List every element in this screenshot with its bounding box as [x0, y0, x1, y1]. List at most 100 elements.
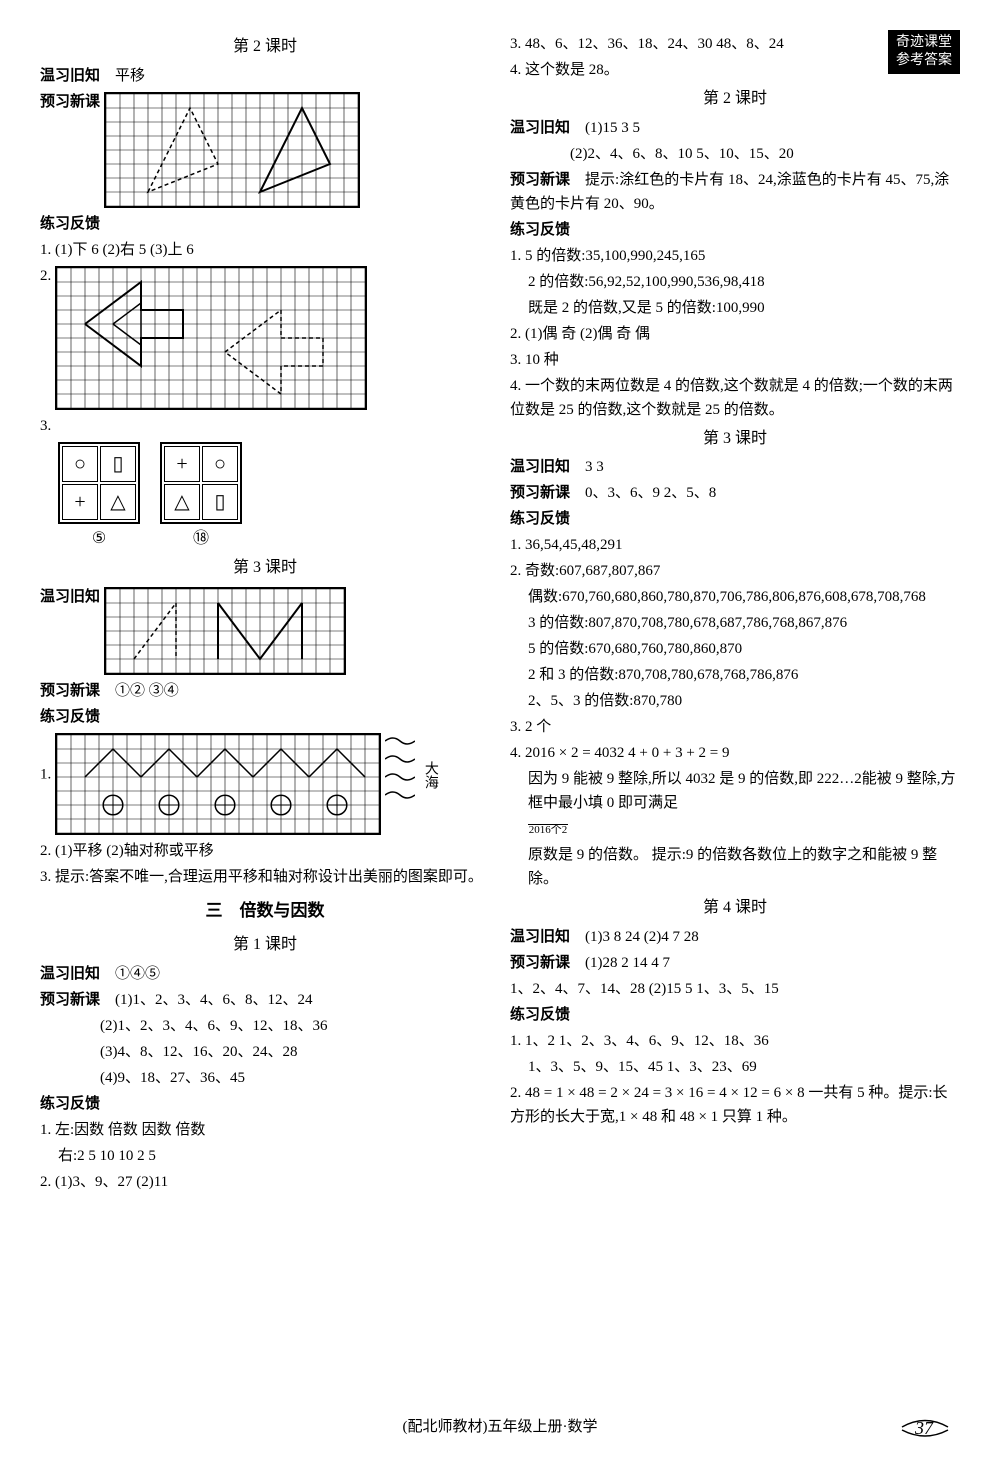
badge-line1: 奇迹课堂	[896, 34, 952, 52]
r-p1c: 既是 2 的倍数,又是 5 的倍数:100,990	[528, 296, 960, 320]
shape-label-a: ⑤	[58, 526, 140, 552]
grid-diagram-4	[55, 733, 381, 835]
r-p4: 4. 一个数的末两位数是 4 的倍数,这个数就是 4 的倍数;一个数的末两位数是…	[510, 374, 960, 422]
r-l3-p3: 3. 2 个	[510, 715, 960, 739]
u3-preview-2: (2)1、2、3、4、6、9、12、18、36	[100, 1014, 490, 1038]
sea-waves	[385, 799, 419, 815]
shape-b: +○ △▯ ⑱	[160, 442, 242, 552]
r-l4-preview-label: 预习新课	[510, 955, 570, 971]
r-review-row: 温习旧知 (1)15 3 5	[510, 116, 960, 140]
grid-diagram-3	[104, 587, 346, 675]
l3-p3: 3. 提示:答案不唯一,合理运用平移和轴对称设计出美丽的图案即可。	[40, 865, 490, 889]
r-l4-p1b: 1、3、5、9、15、45 1、3、23、69	[528, 1055, 960, 1079]
u3-p1b: 右:2 5 10 10 2 5	[58, 1144, 490, 1168]
p2: 2.	[40, 268, 51, 284]
shape-a: ○▯ +△ ⑤	[58, 442, 140, 552]
footer: (配北师教材)五年级上册·数学	[0, 1415, 1000, 1439]
r-p1b: 2 的倍数:56,92,52,100,990,536,98,418	[528, 270, 960, 294]
r-l3-review-row: 温习旧知 3 3	[510, 455, 960, 479]
u3-p2: 2. (1)3、9、27 (2)11	[40, 1170, 490, 1194]
shape-grid-b: +○ △▯	[160, 442, 242, 524]
r-lesson4-title: 第 4 课时	[510, 895, 960, 921]
shape-label-b: ⑱	[160, 526, 242, 552]
u3-preview-1: (1)1、2、3、4、6、8、12、24	[115, 992, 313, 1008]
review-label: 温习旧知	[40, 68, 100, 84]
page-content: 第 2 课时 温习旧知 平移 预习新课 练习反馈 1. (1)下 6 (2)右 …	[0, 0, 1000, 1256]
r-l3-p4c: 2016个2	[528, 817, 960, 841]
r-review-2: (2)2、4、6、8、10 5、10、15、20	[570, 142, 960, 166]
r-review-1: (1)15 3 5	[585, 120, 640, 136]
r-l3-review-label: 温习旧知	[510, 459, 570, 475]
l3-p2: 2. (1)平移 (2)轴对称或平移	[40, 839, 490, 863]
r-preview-text: 提示:涂红色的卡片有 18、24,涂蓝色的卡片有 45、75,涂黄色的卡片有 2…	[510, 172, 949, 212]
lesson2-title: 第 2 课时	[40, 34, 490, 60]
u3-review-label: 温习旧知	[40, 966, 100, 982]
r-l3-p2d: 5 的倍数:670,680,760,780,860,870	[528, 637, 960, 661]
r-l3-p2c: 3 的倍数:807,870,708,780,678,687,786,768,86…	[528, 611, 960, 635]
r-l3-p2e: 2 和 3 的倍数:870,708,780,678,768,786,876	[528, 663, 960, 687]
r-l4-preview-2: 1、2、4、7、14、28 (2)15 5 1、3、5、15	[510, 977, 960, 1001]
r-l3-p2b: 偶数:670,760,680,860,780,870,706,786,806,8…	[528, 585, 960, 609]
r-review-label: 温习旧知	[510, 120, 570, 136]
l3-practice-label: 练习反馈	[40, 705, 490, 729]
r-l3-p4b: 因为 9 能被 9 整除,所以 4032 是 9 的倍数,即 222…2能被 9…	[528, 767, 960, 815]
grid-diagram-2	[55, 266, 367, 410]
r-l3-practice-label: 练习反馈	[510, 507, 960, 531]
r-l4-review-text: (1)3 8 24 (2)4 7 28	[585, 929, 699, 945]
r-p3: 3. 10 种	[510, 348, 960, 372]
r-preview-row: 预习新课 提示:涂红色的卡片有 18、24,涂蓝色的卡片有 45、75,涂黄色的…	[510, 168, 960, 216]
pagenum-text: 37	[915, 1414, 933, 1443]
r-l3-preview-row: 预习新课 0、3、6、9 2、5、8	[510, 481, 960, 505]
r-l4-preview-1: (1)28 2 14 4 7	[585, 955, 670, 971]
u3-lesson1-title: 第 1 课时	[40, 932, 490, 958]
p3: 3.	[40, 418, 51, 434]
l3-preview-text: ①② ③④	[115, 683, 179, 699]
lesson3-title: 第 3 课时	[40, 555, 490, 581]
u3-preview-4: (4)9、18、27、36、45	[100, 1066, 490, 1090]
r-l3-p1: 1. 36,54,45,48,291	[510, 533, 960, 557]
p2-row: 2.	[40, 264, 490, 412]
answer-badge: 奇迹课堂 参考答案	[888, 30, 960, 74]
l3-review-label: 温习旧知	[40, 589, 100, 605]
r-practice-label: 练习反馈	[510, 218, 960, 242]
shape-grid-a: ○▯ +△	[58, 442, 140, 524]
r-l3-review-text: 3 3	[585, 459, 604, 475]
p3-row: 3. ○▯ +△ ⑤ +○ △▯ ⑱	[40, 414, 490, 552]
p1: 1. (1)下 6 (2)右 5 (3)上 6	[40, 238, 490, 262]
badge-line2: 参考答案	[896, 52, 952, 70]
r-l3-preview-text: 0、3、6、9 2、5、8	[585, 485, 716, 501]
r-p1a: 1. 5 的倍数:35,100,990,245,165	[510, 244, 960, 268]
r-lesson3-title: 第 3 课时	[510, 426, 960, 452]
sea-label: 大海	[419, 761, 441, 789]
shapes-row: ○▯ +△ ⑤ +○ △▯ ⑱	[58, 442, 490, 552]
r-l4-practice-label: 练习反馈	[510, 1003, 960, 1027]
u3-preview-row: 预习新课 (1)1、2、3、4、6、8、12、24	[40, 988, 490, 1012]
l3-preview-row: 预习新课 ①② ③④	[40, 679, 490, 703]
u3-preview-label: 预习新课	[40, 992, 100, 1008]
r-l4-review-label: 温习旧知	[510, 929, 570, 945]
r-lesson2-title: 第 2 课时	[510, 86, 960, 112]
r-l4-review-row: 温习旧知 (1)3 8 24 (2)4 7 28	[510, 925, 960, 949]
grid-diagram-1	[104, 92, 360, 208]
r-preview-label: 预习新课	[510, 172, 570, 188]
r-l4-preview-row: 预习新课 (1)28 2 14 4 7	[510, 951, 960, 975]
r-l4-p2: 2. 48 = 1 × 48 = 2 × 24 = 3 × 16 = 4 × 1…	[510, 1081, 960, 1129]
unit3-title: 三 倍数与因数	[40, 897, 490, 924]
u3-preview-3: (3)4、8、12、16、20、24、28	[100, 1040, 490, 1064]
left-column: 第 2 课时 温习旧知 平移 预习新课 练习反馈 1. (1)下 6 (2)右 …	[40, 30, 490, 1196]
practice-label: 练习反馈	[40, 212, 490, 236]
r-l3-p4d: 原数是 9 的倍数。 提示:9 的倍数各数位上的数字之和能被 9 整除。	[528, 843, 960, 891]
right-column: 3. 48、6、12、36、18、24、30 48、8、24 4. 这个数是 2…	[510, 30, 960, 1196]
preview-label: 预习新课	[40, 94, 100, 110]
l3-p1-row: 1. 大海	[40, 731, 490, 837]
r-l3-preview-label: 预习新课	[510, 485, 570, 501]
review-text: 平移	[115, 68, 145, 84]
r-p2: 2. (1)偶 奇 (2)偶 奇 偶	[510, 322, 960, 346]
r-l3-p2f: 2、5、3 的倍数:870,780	[528, 689, 960, 713]
review-row: 温习旧知 平移	[40, 64, 490, 88]
l3-preview-label: 预习新课	[40, 683, 100, 699]
u3-practice-label: 练习反馈	[40, 1092, 490, 1116]
u3-review-text: ①④⑤	[115, 966, 160, 982]
u3-review-row: 温习旧知 ①④⑤	[40, 962, 490, 986]
page-number: 37	[900, 1411, 950, 1442]
